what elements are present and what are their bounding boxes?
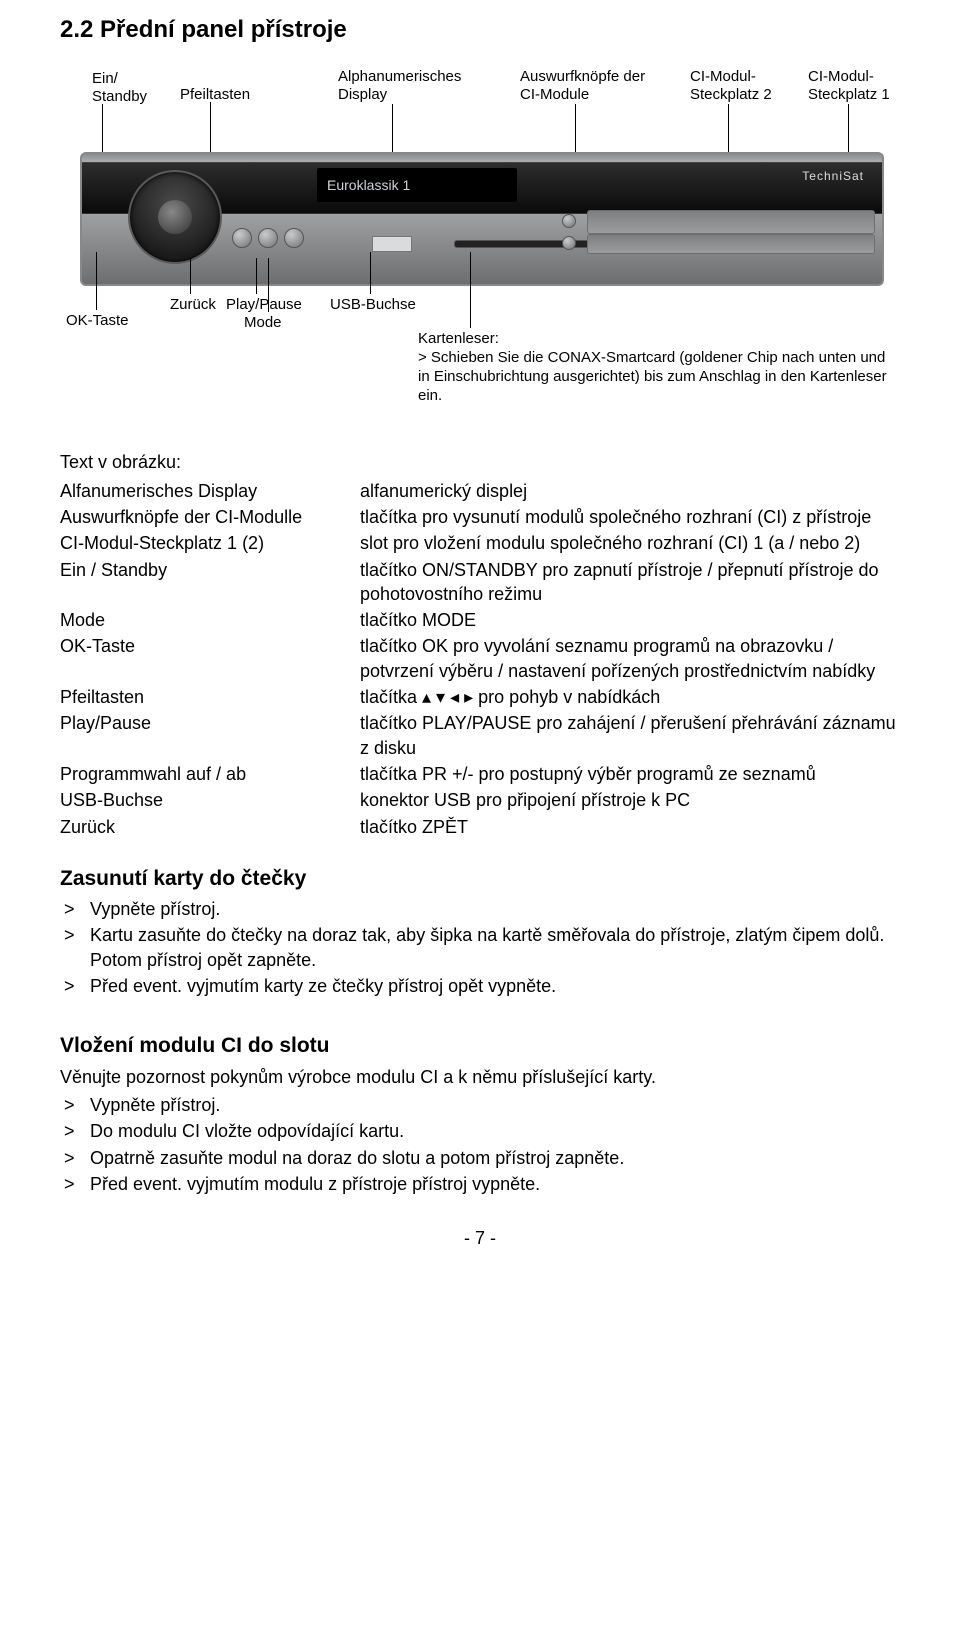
def-term: USB-Buchse — [60, 788, 360, 814]
def-term: Ein / Standby — [60, 558, 360, 609]
def-desc: tlačítka PR +/- pro postupný výběr progr… — [360, 762, 900, 788]
brand-logo: TechniSat — [802, 168, 864, 184]
page-number: - 7 - — [60, 1226, 900, 1250]
label-usb: USB-Buchse — [330, 296, 416, 313]
insert-ci-intro: Věnujte pozornost pokynům výrobce modulu… — [60, 1065, 900, 1089]
label-ci-slot-2: CI-Modul- Steckplatz 2 — [690, 68, 772, 103]
caption-lead: Text v obrázku: — [60, 450, 900, 474]
insert-ci-list: Vypněte přístroj.Do modulu CI vložte odp… — [60, 1093, 900, 1196]
ci-eject-2-graphic — [562, 236, 576, 250]
def-desc: tlačítko ZPĚT — [360, 815, 900, 841]
def-row: Modetlačítko MODE — [60, 608, 900, 634]
section-title: 2.2 Přední panel přístroje — [60, 14, 900, 46]
def-term: Play/Pause — [60, 711, 360, 762]
def-term: Alfanumerisches Display — [60, 479, 360, 505]
nav-dial — [128, 170, 222, 264]
def-term: Auswurfknöpfe der CI-Modulle — [60, 505, 360, 531]
def-term: Mode — [60, 608, 360, 634]
def-desc: tlačítka ▴ ▾ ◂ ▸ pro pohyb v nabídkách — [360, 685, 900, 711]
list-item: Před event. vyjmutím karty ze čtečky pří… — [60, 974, 900, 998]
insert-ci-title: Vložení modulu CI do slotu — [60, 1032, 900, 1060]
mode-button-graphic — [284, 228, 304, 248]
device-body: Euroklassik 1 TechniSat — [80, 152, 884, 286]
label-ein-standby: Ein/ Standby — [92, 70, 147, 105]
front-panel-figure: Ein/ Standby Pfeiltasten Alphanumerische… — [60, 52, 900, 442]
list-item: Před event. vyjmutím modulu z přístroje … — [60, 1172, 900, 1196]
def-row: USB-Buchsekonektor USB pro připojení pří… — [60, 788, 900, 814]
def-desc: tlačítka pro vysunutí modulů společného … — [360, 505, 900, 531]
label-pfeiltasten: Pfeiltasten — [180, 86, 250, 103]
def-term: Programmwahl auf / ab — [60, 762, 360, 788]
label-play-pause: Play/Pause — [226, 296, 302, 313]
zuruck-button-graphic — [232, 228, 252, 248]
def-term: OK-Taste — [60, 634, 360, 685]
label-auswurf: Auswurfknöpfe der CI-Module — [520, 68, 645, 103]
card-reader-instructions: Kartenleser: > Schieben Sie die CONAX-Sm… — [418, 330, 888, 405]
def-desc: tlačítko MODE — [360, 608, 900, 634]
def-row: CI-Modul-Steckplatz 1 (2)slot pro vložen… — [60, 531, 900, 557]
insert-card-title: Zasunutí karty do čtečky — [60, 865, 900, 893]
def-desc: konektor USB pro připojení přístroje k P… — [360, 788, 900, 814]
card-reader-title: Kartenleser: — [418, 330, 888, 349]
ci-slot-2-graphic — [587, 234, 875, 254]
lcd-screen: Euroklassik 1 — [317, 168, 517, 202]
list-item: Do modulu CI vložte odpovídající kartu. — [60, 1119, 900, 1143]
def-term: CI-Modul-Steckplatz 1 (2) — [60, 531, 360, 557]
def-desc: tlačítko PLAY/PAUSE pro zahájení / přeru… — [360, 711, 900, 762]
insert-card-list: Vypněte přístroj.Kartu zasuňte do čtečky… — [60, 897, 900, 998]
label-mode: Mode — [244, 314, 282, 331]
card-reader-text: > Schieben Sie die CONAX-Smartcard (gold… — [418, 349, 888, 405]
ci-eject-1-graphic — [562, 214, 576, 228]
label-ci-slot-1: CI-Modul- Steckplatz 1 — [808, 68, 890, 103]
list-item: Vypněte přístroj. — [60, 1093, 900, 1117]
def-row: Programmwahl auf / abtlačítka PR +/- pro… — [60, 762, 900, 788]
list-item: Opatrně zasuňte modul na doraz do slotu … — [60, 1146, 900, 1170]
def-term: Pfeiltasten — [60, 685, 360, 711]
ci-slot-1-graphic — [587, 210, 875, 234]
def-row: Zurücktlačítko ZPĚT — [60, 815, 900, 841]
list-item: Vypněte přístroj. — [60, 897, 900, 921]
list-item: Kartu zasuňte do čtečky na doraz tak, ab… — [60, 923, 900, 972]
label-zuruck: Zurück — [170, 296, 216, 313]
definition-table: Alfanumerisches Displayalfanumerický dis… — [60, 479, 900, 841]
def-row: Pfeiltastentlačítka ▴ ▾ ◂ ▸ pro pohyb v … — [60, 685, 900, 711]
playpause-button-graphic — [258, 228, 278, 248]
def-desc: slot pro vložení modulu společného rozhr… — [360, 531, 900, 557]
def-desc: alfanumerický displej — [360, 479, 900, 505]
def-desc: tlačítko ON/STANDBY pro zapnutí přístroj… — [360, 558, 900, 609]
label-display: Alphanumerisches Display — [338, 68, 461, 103]
label-ok-taste: OK-Taste — [66, 312, 129, 329]
usb-port-graphic — [372, 236, 412, 252]
def-row: OK-Tastetlačítko OK pro vyvolání seznamu… — [60, 634, 900, 685]
def-row: Play/Pausetlačítko PLAY/PAUSE pro zaháje… — [60, 711, 900, 762]
def-term: Zurück — [60, 815, 360, 841]
def-row: Alfanumerisches Displayalfanumerický dis… — [60, 479, 900, 505]
def-row: Auswurfknöpfe der CI-Modulletlačítka pro… — [60, 505, 900, 531]
def-row: Ein / Standbytlačítko ON/STANDBY pro zap… — [60, 558, 900, 609]
def-desc: tlačítko OK pro vyvolání seznamu program… — [360, 634, 900, 685]
